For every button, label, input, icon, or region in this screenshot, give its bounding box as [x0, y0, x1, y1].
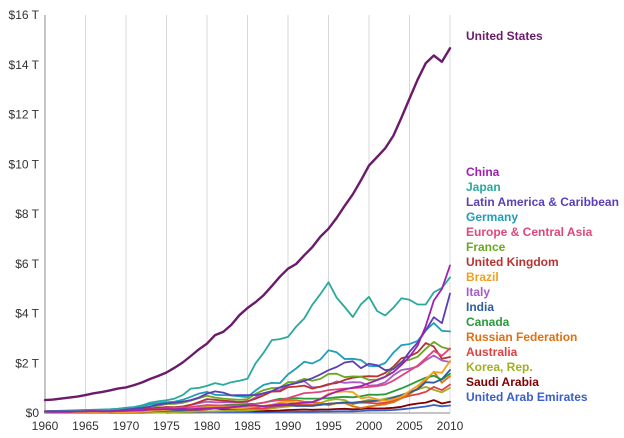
series-line-japan [44, 276, 451, 413]
legend-label-united-states: United States [466, 29, 543, 43]
legend-label-latin-america-caribbean: Latin America & Caribbean [466, 195, 619, 209]
series-lines [43, 47, 452, 414]
x-tick-label: 1980 [194, 419, 221, 433]
y-tick-label: $0 [26, 406, 40, 420]
y-tick-label: $2 T [15, 356, 39, 370]
legend-label-germany: Germany [466, 210, 518, 224]
series-line-china [44, 264, 451, 413]
x-tick-label: 1970 [113, 419, 140, 433]
x-tick-label: 1995 [315, 419, 342, 433]
x-tick-label: 2005 [396, 419, 423, 433]
y-tick-label: $12 T [9, 108, 40, 122]
legend-label-saudi-arabia: Saudi Arabia [466, 375, 539, 389]
grid [44, 15, 451, 413]
x-tick-label: 1990 [275, 419, 302, 433]
y-tick-label: $16 T [9, 8, 40, 22]
legend-label-canada: Canada [466, 315, 510, 329]
legend-label-japan: Japan [466, 180, 501, 194]
x-tick-label: 1985 [234, 419, 261, 433]
y-tick-label: $10 T [9, 157, 40, 171]
legend-label-united-kingdom: United Kingdom [466, 255, 559, 269]
x-tick-label: 2000 [356, 419, 383, 433]
series-line-united-states [43, 47, 452, 402]
legend-label-china: China [466, 165, 500, 179]
y-tick-label: $14 T [9, 58, 40, 72]
x-tick-label: 1960 [32, 419, 59, 433]
legend-label-france: France [466, 240, 506, 254]
y-tick-label: $4 T [15, 307, 39, 321]
x-tick-label: 1975 [153, 419, 180, 433]
y-tick-label: $8 T [15, 207, 39, 221]
legend-label-united-arab-emirates: United Arab Emirates [466, 390, 588, 404]
x-tick-label: 2010 [437, 419, 464, 433]
axes: 1960 1965 1970 1975 1980 1985 1990 1995 2000 2005… [9, 8, 464, 433]
legend-label-brazil: Brazil [466, 270, 499, 284]
legend-label-europe-central-asia: Europe & Central Asia [466, 225, 593, 239]
legend-label-india: India [466, 300, 494, 314]
x-tick-label: 1965 [72, 419, 99, 433]
y-tick-label: $6 T [15, 257, 39, 271]
legend-label-russian-federation: Russian Federation [466, 330, 577, 344]
legend-label-australia: Australia [466, 345, 518, 359]
legend-label-korea-rep-: Korea, Rep. [466, 360, 533, 374]
legend-label-italy: Italy [466, 285, 490, 299]
